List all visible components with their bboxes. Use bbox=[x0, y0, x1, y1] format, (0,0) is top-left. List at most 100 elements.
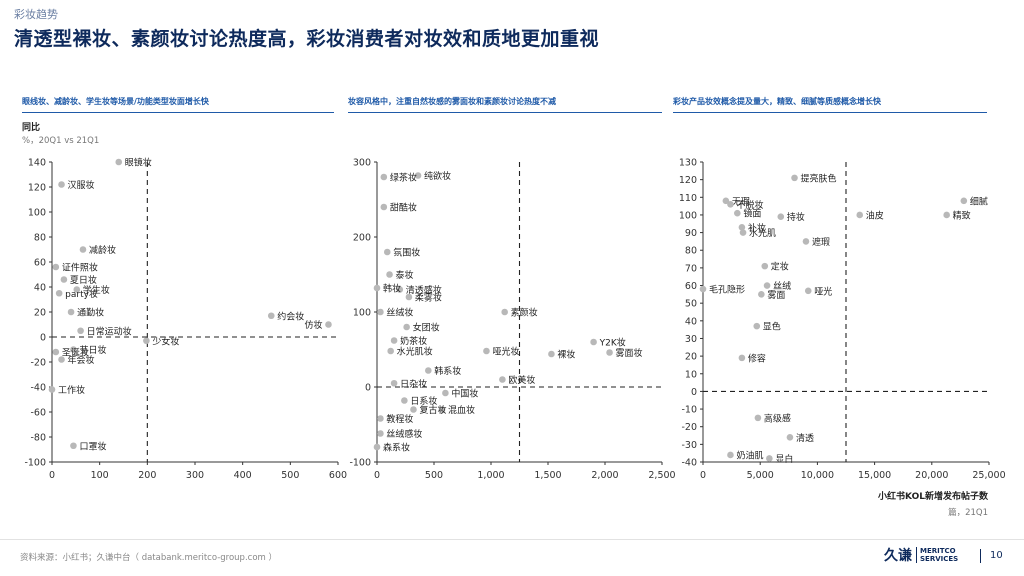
chart1-point bbox=[55, 289, 63, 297]
chart1-point bbox=[70, 442, 77, 450]
chart2-y-tick-label: 300 bbox=[353, 158, 371, 169]
chart1-y-tick-label: -80 bbox=[30, 433, 46, 444]
chart2-point bbox=[380, 173, 388, 181]
chart1-x-tick-label: 600 bbox=[329, 470, 347, 481]
chart2-point bbox=[377, 415, 384, 422]
chart2-point-label: 丝绒妆 bbox=[386, 307, 413, 319]
chart3-y-tick-label: 30 bbox=[685, 334, 697, 345]
chart2-point-label: 水光肌妆 bbox=[397, 346, 433, 358]
chart3-y-tick-label: -40 bbox=[681, 458, 697, 469]
chart2-point bbox=[390, 379, 398, 387]
chart2-point bbox=[373, 443, 381, 451]
chart3-y-tick-label: 120 bbox=[679, 175, 697, 186]
chart1-point bbox=[325, 321, 332, 328]
chart3-y-tick-label: -20 bbox=[681, 422, 697, 433]
chart1-point bbox=[73, 286, 81, 293]
chart2-point bbox=[386, 271, 393, 278]
chart1-y-tick-label: -100 bbox=[24, 458, 46, 469]
chart3-point-label: 毛孔隐形 bbox=[709, 284, 745, 296]
chart1-point-label: 节日妆 bbox=[79, 344, 106, 356]
chart3-point bbox=[758, 291, 765, 298]
logo-cn: 久谦 bbox=[884, 548, 912, 564]
chart2-x-tick-label: 2,500 bbox=[648, 470, 675, 481]
chart3-y-tick-label: 110 bbox=[679, 193, 697, 204]
chart1-point-label: 眼镜妆 bbox=[125, 157, 152, 169]
chart3-point bbox=[791, 174, 798, 182]
chart3-point-label: 遮瑕 bbox=[812, 236, 830, 248]
chart1-point bbox=[58, 181, 65, 188]
source-note: 资料来源：小红书；久谦中台（ databank.meritco-group.co… bbox=[20, 553, 278, 563]
company-logo: 久谦 MERITCO SERVICES bbox=[884, 545, 958, 565]
chart2-point-label: 绿茶妆 bbox=[390, 172, 417, 184]
chart2-point-label: 奶茶妆 bbox=[400, 335, 427, 347]
chart1-point-label: 通勤妆 bbox=[77, 307, 104, 319]
chart3-point bbox=[856, 211, 864, 219]
chart3-point bbox=[754, 414, 762, 422]
chart2-point-label: 森系妆 bbox=[383, 442, 410, 454]
chart3-point bbox=[960, 197, 968, 205]
chart2-x-tick-label: 0 bbox=[374, 470, 380, 481]
chart2-point bbox=[442, 389, 449, 397]
chart1-x-tick-label: 0 bbox=[49, 470, 55, 481]
chart1-y-tick-label: 80 bbox=[34, 233, 46, 244]
chart1-point bbox=[58, 356, 65, 363]
chart3-point-label: 补妆 bbox=[748, 222, 766, 234]
chart1-point-label: 证件照妆 bbox=[62, 262, 98, 274]
chart2-point bbox=[425, 367, 432, 374]
chart2-x-tick-label: 1,000 bbox=[477, 470, 504, 481]
chart2-point bbox=[403, 323, 410, 331]
chart3-y-tick-label: 90 bbox=[685, 228, 697, 239]
chart2-point bbox=[377, 308, 384, 316]
chart2-point bbox=[405, 293, 413, 301]
x-axis-label: 小红书KOL新增发布帖子数 bbox=[878, 492, 988, 502]
chart1-point bbox=[70, 346, 77, 353]
chart1-y-tick-label: 40 bbox=[34, 283, 46, 294]
chart1-point-label: 夏日妆 bbox=[70, 274, 97, 286]
chart1-point-label: 学生妆 bbox=[83, 284, 110, 296]
chart2-point-label: 裸妆 bbox=[557, 349, 575, 361]
chart3-point bbox=[786, 433, 794, 441]
chart3-y-tick-label: 20 bbox=[685, 352, 697, 363]
chart2-point-label: 清透感妆 bbox=[406, 284, 442, 296]
chart2-x-tick-label: 1,500 bbox=[534, 470, 561, 481]
chart1-y-tick-label: -20 bbox=[30, 358, 46, 369]
panel-heading-2: 妆容风格中，注重自然妆感的雾面妆和素颜妆讨论热度不减 bbox=[348, 96, 662, 113]
chart2-point bbox=[483, 347, 490, 355]
chart1-point bbox=[67, 308, 75, 316]
chart1-x-tick-label: 300 bbox=[186, 470, 204, 481]
page-title: 清透型裸妆、素颜妆讨论热度高，彩妆消费者对妆效和质地更加重视 bbox=[14, 28, 600, 50]
chart2-point-label: 日系妆 bbox=[410, 395, 437, 407]
chart1-point-label: 日常运动妆 bbox=[87, 325, 132, 337]
chart3-point bbox=[777, 213, 785, 221]
chart3-x-tick-label: 10,000 bbox=[801, 470, 834, 481]
chart3-point bbox=[727, 451, 734, 459]
chart2-x-tick-label: 2,000 bbox=[591, 470, 618, 481]
chart2-y-tick-label: 100 bbox=[353, 308, 371, 319]
chart2-point bbox=[438, 406, 446, 413]
chart3-point bbox=[766, 455, 773, 462]
section-tag: 彩妆趋势 bbox=[14, 8, 58, 21]
chart3-point-label: 提亮肤色 bbox=[801, 172, 837, 184]
chart1-y-tick-label: 120 bbox=[28, 183, 46, 194]
chart2-y-tick-label: -100 bbox=[349, 458, 371, 469]
chart3-y-tick-label: -30 bbox=[681, 440, 697, 451]
chart1-point-label: party妆 bbox=[65, 288, 98, 300]
x-axis-unit: 篇，21Q1 bbox=[948, 508, 988, 518]
chart2-point-label: 韩系妆 bbox=[434, 365, 461, 377]
panel-heading-1: 眼线妆、减龄妆、学生妆等场景/功能类型妆面增长快 bbox=[22, 96, 334, 113]
chart1-point bbox=[115, 158, 123, 166]
chart2-point bbox=[499, 376, 506, 383]
chart2-point bbox=[387, 347, 394, 355]
chart3-point-label: 油皮 bbox=[866, 209, 884, 221]
chart1-point bbox=[79, 246, 87, 253]
chart1-point-label: 工作妆 bbox=[58, 384, 85, 396]
chart2-point bbox=[501, 308, 508, 316]
chart1-x-tick-label: 200 bbox=[138, 470, 156, 481]
chart2-point bbox=[410, 406, 417, 413]
chart1-y-tick-label: 0 bbox=[40, 333, 46, 344]
chart3-point-label: 无瑕 bbox=[732, 196, 750, 207]
chart1-y-tick-label: -60 bbox=[30, 408, 46, 419]
chart2-point-label: 甜酷妆 bbox=[390, 202, 417, 214]
chart1-point bbox=[52, 348, 60, 356]
footer-divider bbox=[0, 539, 1024, 540]
